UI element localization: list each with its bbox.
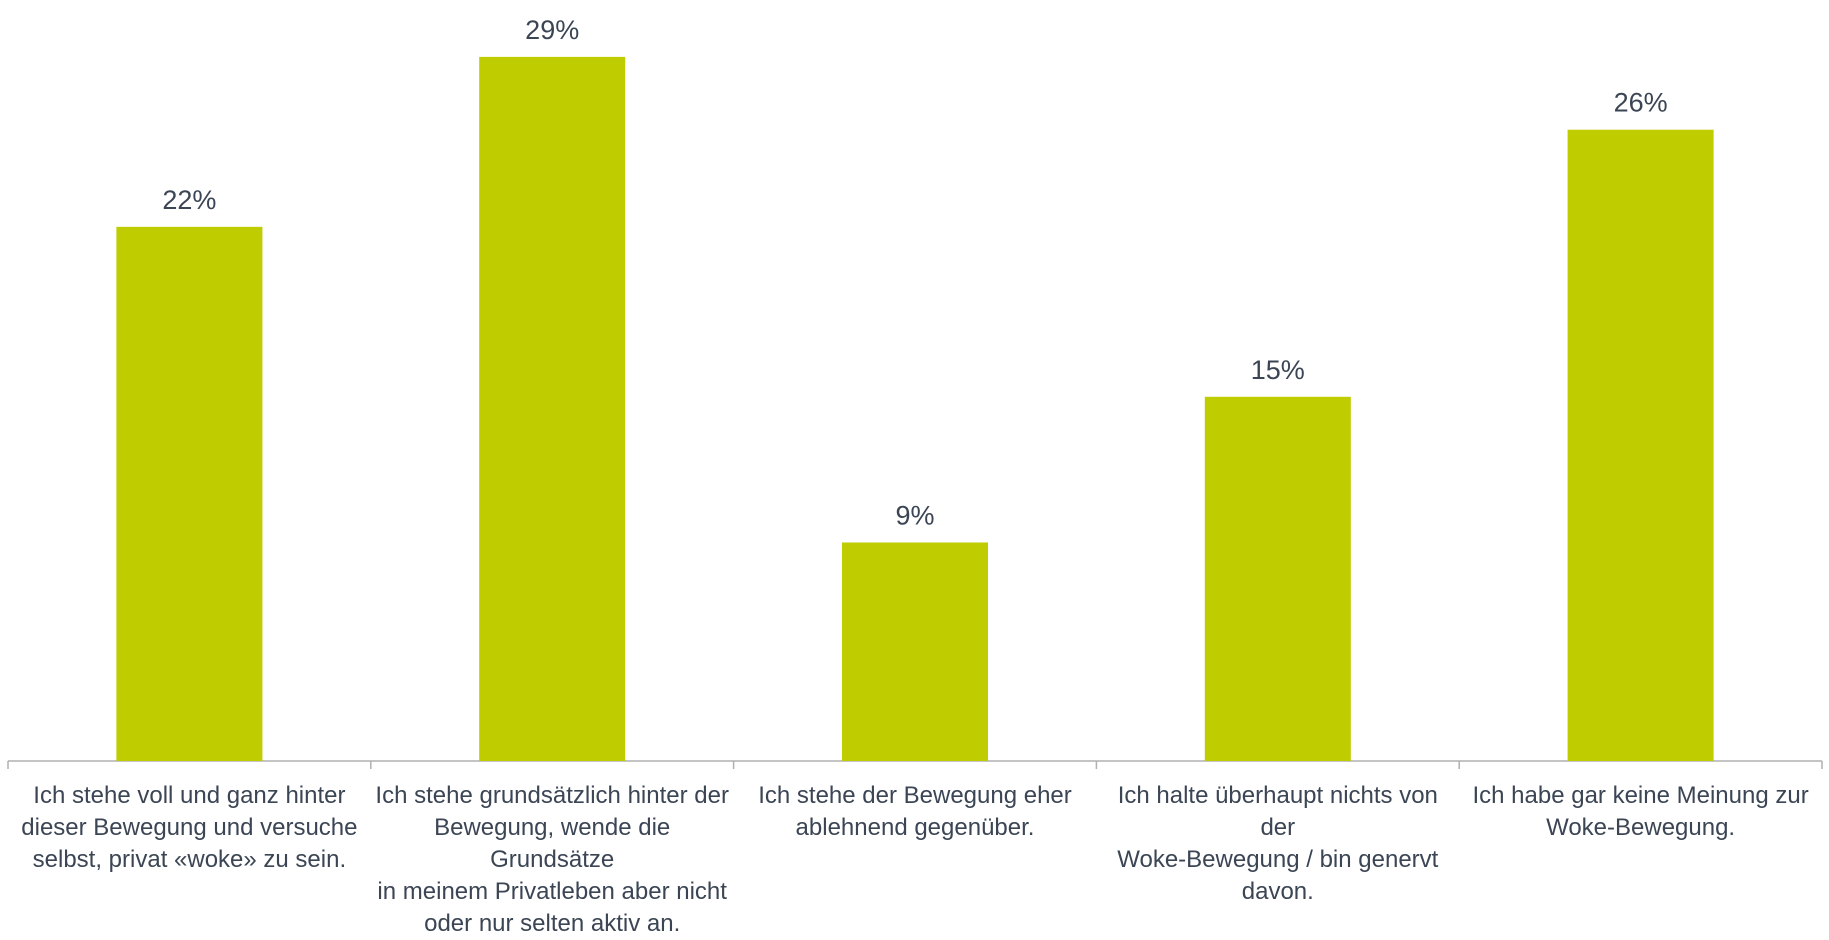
category-label-line: Ich halte überhaupt nichts von der xyxy=(1117,782,1438,841)
data-label-3: 9% xyxy=(895,500,934,530)
bar-5 xyxy=(1567,129,1714,762)
data-label-1: 22% xyxy=(162,185,216,215)
category-label-line: Ich stehe voll und ganz hinter xyxy=(33,782,346,809)
bar-chart: 22% 29% 9% 15% 26% xyxy=(7,15,1823,769)
category-label-line: selbst, privat «woke» zu sein. xyxy=(32,846,347,873)
category-label-3: Ich stehe der Bewegung eher ablehnend geg… xyxy=(735,780,1095,844)
category-label-line: davon. xyxy=(1241,878,1314,905)
category-label-line: Woke-Bewegung / bin genervt xyxy=(1117,846,1439,873)
category-label-4: Ich halte überhaupt nichts von der Woke-B… xyxy=(1098,780,1458,908)
data-label-2: 29% xyxy=(525,15,579,45)
category-label-line: ablehnend gegenüber. xyxy=(795,814,1035,841)
data-label-4: 15% xyxy=(1251,355,1305,385)
category-label-line: Woke-Bewegung. xyxy=(1546,814,1736,841)
category-label-line: Bewegung, wende die Grundsätze xyxy=(434,814,671,873)
category-label-line: dieser Bewegung und versuche xyxy=(21,814,358,841)
category-label-line: Ich stehe grundsätzlich hinter der xyxy=(375,782,729,809)
category-label-2: Ich stehe grundsätzlich hinter der Bewegu… xyxy=(372,780,732,940)
bar-1 xyxy=(116,226,263,762)
category-label-line: in meinem Privatleben aber nicht xyxy=(377,878,727,905)
data-label-5: 26% xyxy=(1614,88,1668,118)
category-label-1: Ich stehe voll und ganz hinter dieser Bew… xyxy=(9,780,369,876)
category-label-line: Ich stehe der Bewegung eher xyxy=(758,782,1072,809)
bar-4 xyxy=(1204,396,1351,761)
category-label-5: Ich habe gar keine Meinung zur Woke-Beweg… xyxy=(1461,780,1821,844)
category-label-line: Ich habe gar keine Meinung zur xyxy=(1472,782,1809,809)
category-label-line: oder nur selten aktiv an. xyxy=(424,910,681,937)
bar-2 xyxy=(479,56,626,761)
bar-3 xyxy=(842,542,988,761)
